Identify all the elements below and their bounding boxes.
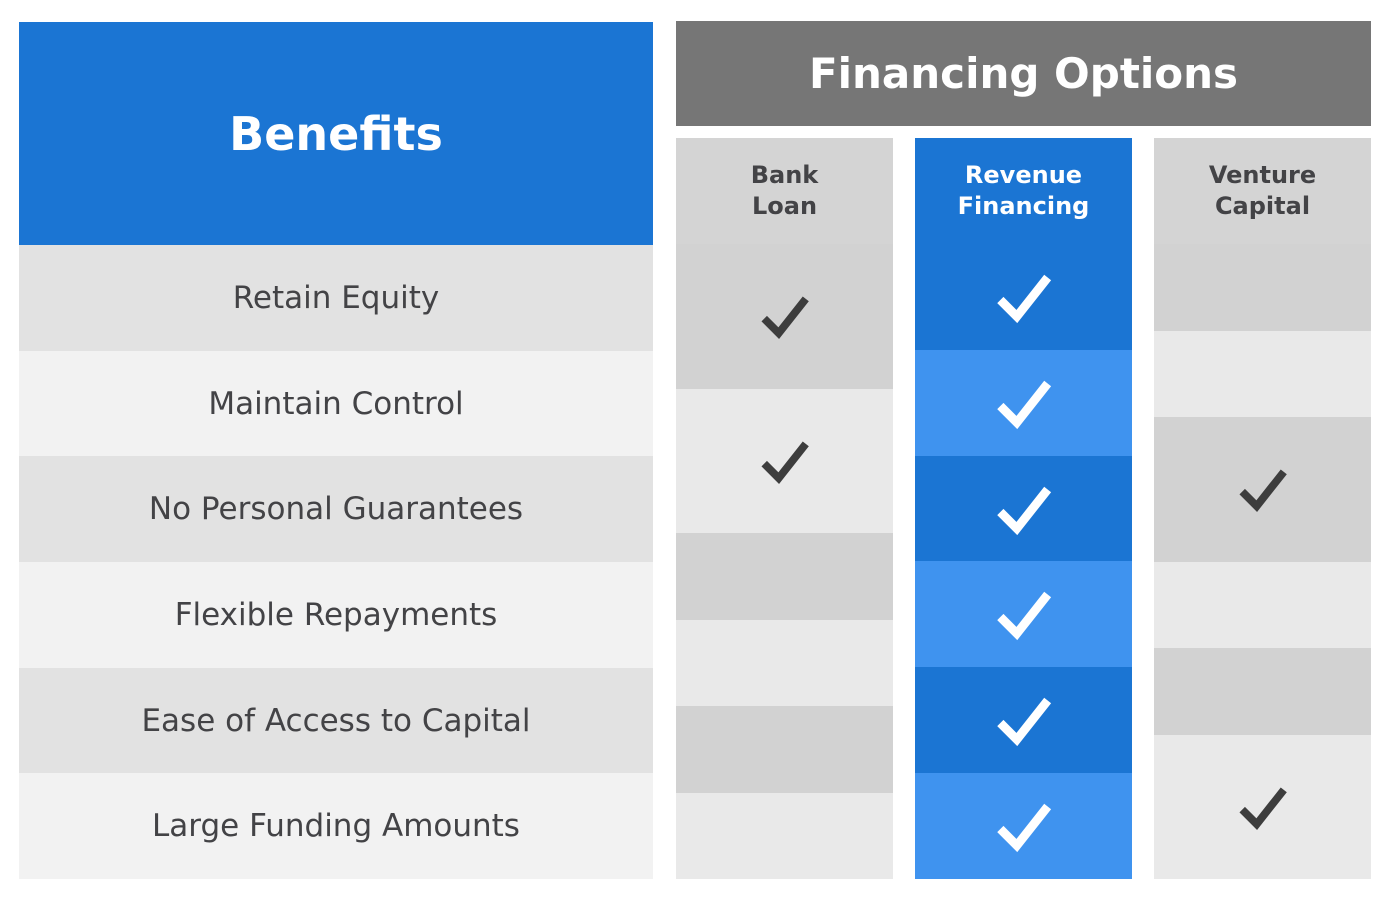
- check-icon: [1238, 787, 1287, 830]
- cell-venture-large-funding: [1154, 734, 1371, 879]
- benefits-table: Benefits Retain Equity Maintain Control …: [19, 22, 653, 880]
- check-icon: [996, 697, 1051, 747]
- cell-venture-ease-of-access: [1154, 648, 1371, 735]
- check-icon: [996, 592, 1051, 641]
- cell-bank-loan-maintain-control: [676, 388, 893, 533]
- column-header-line: Bank: [750, 160, 819, 189]
- financing-options-header: Financing Options: [676, 21, 1371, 126]
- column-header-bank-loan: Bank Loan: [676, 138, 893, 244]
- cell-bank-loan-retain-equity: [676, 244, 893, 389]
- cell-bank-loan-flexible-repay: [676, 619, 893, 706]
- column-venture-capital: Venture Capital: [1154, 138, 1371, 879]
- check-icon: [760, 296, 809, 340]
- column-header-line: Financing: [957, 192, 1090, 220]
- benefit-row-retain-equity: Retain Equity: [19, 245, 653, 351]
- cell-bank-loan-large-funding: [676, 792, 893, 879]
- column-header-line: Loan: [751, 192, 818, 220]
- check-icon: [996, 486, 1051, 535]
- benefit-row-no-personal-guarantees: No Personal Guarantees: [19, 456, 653, 563]
- benefit-row-maintain-control: Maintain Control: [19, 350, 653, 457]
- check-icon: [1238, 469, 1287, 513]
- cell-revenue-maintain-control: [915, 349, 1132, 456]
- benefit-row-ease-of-access: Ease of Access to Capital: [19, 667, 653, 774]
- cell-revenue-large-funding: [915, 773, 1132, 879]
- column-header-revenue-financing: Revenue Financing: [915, 138, 1132, 244]
- check-icon: [996, 803, 1051, 853]
- financing-options-title: Financing Options: [808, 49, 1239, 98]
- cell-venture-maintain-control: [1154, 330, 1371, 417]
- column-header-line: Capital: [1214, 192, 1311, 220]
- cell-bank-loan-no-guarantees: [676, 533, 893, 620]
- cell-revenue-retain-equity: [915, 244, 1132, 350]
- financing-columns: Bank Loan Revenue Financing Ventur: [676, 138, 1371, 879]
- cell-venture-retain-equity: [1154, 244, 1371, 331]
- cell-venture-flexible-repay: [1154, 561, 1371, 648]
- benefit-row-flexible-repayments: Flexible Repayments: [19, 562, 653, 668]
- column-bank-loan: Bank Loan: [676, 138, 893, 879]
- benefits-title: Benefits: [229, 106, 443, 161]
- benefits-header: Benefits: [19, 22, 653, 245]
- cell-revenue-no-guarantees: [915, 455, 1132, 562]
- column-revenue-financing: Revenue Financing: [915, 138, 1132, 879]
- check-icon: [760, 441, 809, 484]
- cell-revenue-flexible-repay: [915, 561, 1132, 668]
- column-header-line: Venture: [1208, 160, 1317, 189]
- cell-bank-loan-ease-of-access: [676, 706, 893, 793]
- check-icon: [996, 274, 1051, 324]
- benefit-row-large-funding: Large Funding Amounts: [19, 773, 653, 880]
- column-header-venture-capital: Venture Capital: [1154, 138, 1371, 244]
- cell-revenue-ease-of-access: [915, 667, 1132, 774]
- check-icon: [996, 380, 1051, 429]
- cell-venture-no-guarantees: [1154, 417, 1371, 562]
- column-header-line: Revenue: [964, 160, 1083, 189]
